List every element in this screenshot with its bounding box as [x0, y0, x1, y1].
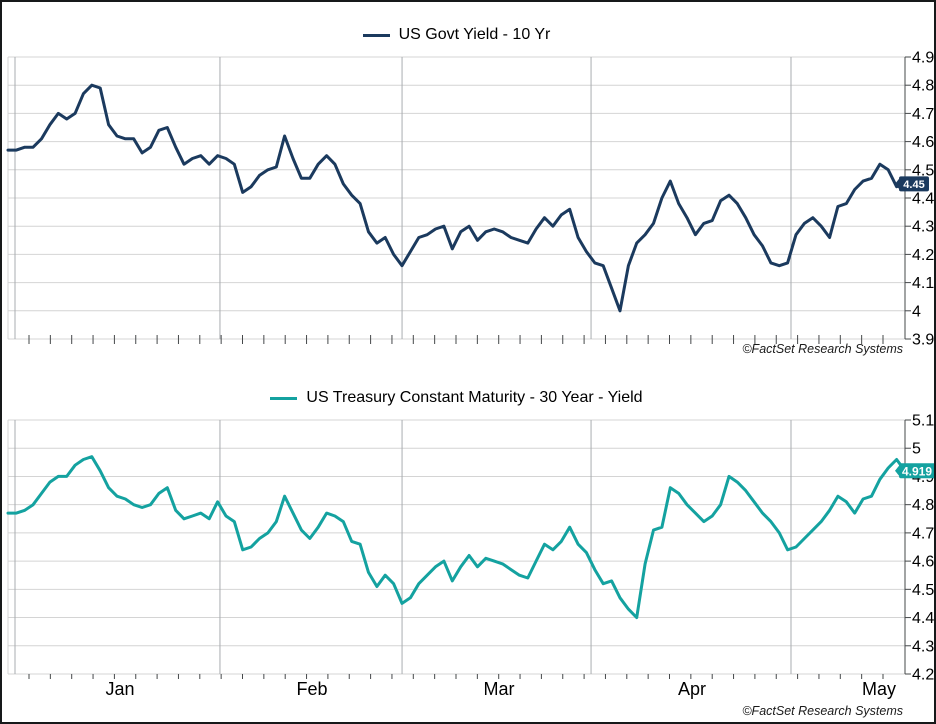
chart-1: 5.154.94.84.74.64.54.44.34.2JanFebMarApr… — [6, 413, 934, 699]
y-tick-label: 4.8 — [912, 78, 934, 95]
badge-label: 4.45 — [903, 179, 924, 191]
y-tick-label: 4.5 — [912, 162, 934, 179]
x-tick-label: Jan — [106, 679, 135, 699]
legend-label-30yr: US Treasury Constant Maturity - 30 Year … — [306, 389, 643, 406]
y-tick-label: 4.7 — [912, 106, 934, 123]
badge-pointer — [895, 465, 899, 476]
legend-line-swatch-30yr — [270, 396, 298, 400]
badge-box — [899, 463, 934, 479]
x-tick-label: Feb — [296, 679, 327, 699]
y-tick-label: 4 — [912, 303, 921, 320]
y-tick-label: 4.3 — [912, 638, 934, 655]
y-tick-label: 4.9 — [912, 50, 934, 67]
attribution-10yr: ©FactSet Research Systems — [742, 342, 903, 356]
attribution-30yr: ©FactSet Research Systems — [742, 704, 903, 718]
y-tick-label: 4.6 — [912, 554, 934, 571]
y-tick-label: 4.3 — [912, 219, 934, 236]
y-tick-label: 4.6 — [912, 134, 934, 151]
y-tick-label: 4.4 — [912, 610, 934, 627]
legend-line-swatch-10yr — [362, 33, 390, 37]
chart-0: 4.9 4.8 4.7 4.6 4.5 4.4 4.3 4.2 4.1 4 3.9 4.45 — [6, 50, 934, 349]
legend-label-10yr: US Govt Yield - 10 Yr — [398, 26, 551, 43]
y-tick-label: 4.2 — [912, 667, 934, 684]
last-price-badge-1: 4.919 — [895, 463, 934, 479]
badge-pointer — [895, 178, 899, 189]
badge-label: 4.919 — [902, 464, 932, 478]
y-tick-label: 4.1 — [912, 275, 934, 292]
y-tick-label: 3.9 — [912, 332, 934, 349]
legend-30yr: US Treasury Constant Maturity - 30 Year … — [8, 386, 905, 410]
badge-box — [899, 176, 929, 192]
y-tick-label: 5 — [912, 441, 921, 458]
y-tick-label: 5.1 — [912, 413, 934, 430]
x-tick-label: Mar — [484, 679, 515, 699]
x-tick-label: May — [862, 679, 896, 699]
last-price-badge-0: 4.45 — [895, 176, 929, 192]
x-tick-label: Apr — [678, 679, 706, 699]
y-tick-label: 4.8 — [912, 497, 934, 514]
price-line-0 — [6, 83, 907, 313]
y-tick-label: 4.5 — [912, 582, 934, 599]
y-tick-label: 4.4 — [912, 191, 934, 208]
legend-10yr: US Govt Yield - 10 Yr — [8, 23, 905, 47]
y-tick-label: 4.7 — [912, 525, 934, 542]
price-line-1 — [6, 455, 907, 620]
y-tick-label: 4.2 — [912, 247, 934, 264]
